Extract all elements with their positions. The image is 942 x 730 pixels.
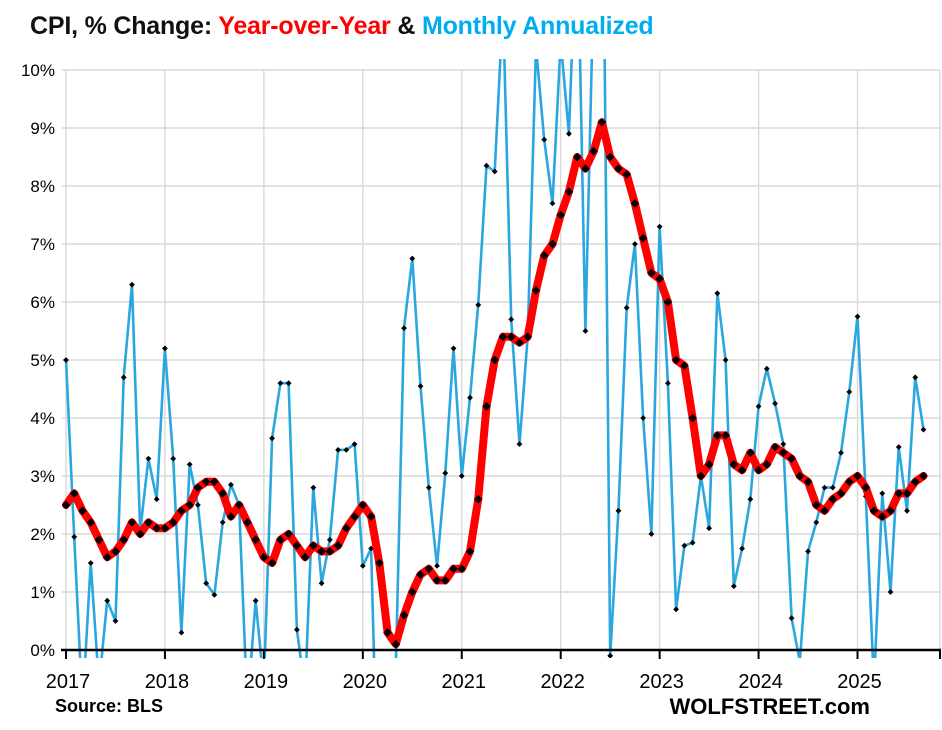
y-tick-label: 7% [30,235,55,254]
chart-title-yoy-legend: Year-over-Year [218,12,391,40]
yoy-line [62,118,928,649]
x-tick-label: 2021 [442,671,487,693]
x-tick-label: 2022 [540,671,585,693]
y-tick-label: 1% [30,583,55,602]
chart-title-ampersand: & [390,12,422,40]
x-tick-label: 2019 [244,671,289,693]
x-tick-label: 2023 [639,671,684,693]
y-tick-label: 8% [30,177,55,196]
chart-title-monthly-legend: Monthly Annualized [421,12,654,40]
y-tick-label: 4% [30,409,55,428]
y-tick-label: 5% [30,351,55,370]
x-tick-label: 2020 [343,671,388,693]
y-tick-label: 6% [30,293,55,312]
x-tick-label: 2024 [738,671,783,693]
chart-title: CPI, % Change: Year-over-Year & Monthly … [30,12,654,41]
x-tick-label: 2025 [837,671,882,693]
y-tick-label: 0% [30,641,55,660]
y-tick-label: 2% [30,525,55,544]
brand-label: WOLFSTREET.com [669,694,870,719]
x-tick-label: 2018 [145,671,190,693]
chart-title-prefix: CPI, % Change: [30,12,219,40]
source-label: Source: BLS [55,696,164,716]
x-tick-label: 2017 [46,671,91,693]
y-tick-label: 3% [30,467,55,486]
y-tick-label: 9% [30,119,55,138]
yoy-markers [62,117,928,649]
y-tick-label: 10% [21,61,55,80]
